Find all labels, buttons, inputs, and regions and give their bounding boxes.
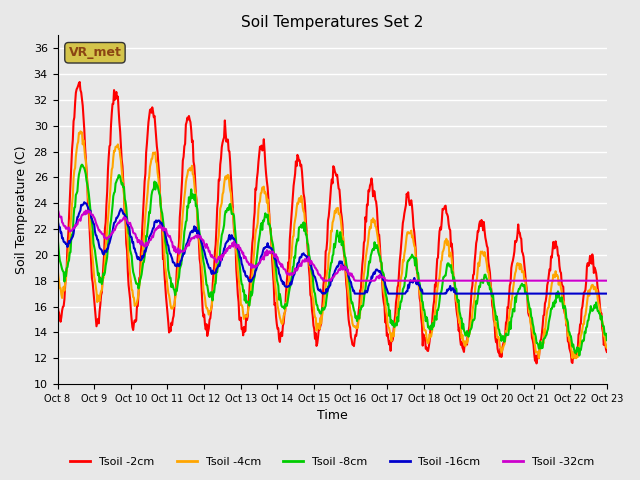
Tsoil -16cm (177, 258, 184, 264)
Tsoil -32cm (401, 278, 408, 284)
Tsoil -4cm (603, 345, 611, 350)
Tsoil -2cm (76, 79, 84, 85)
Tsoil -16cm (63, 244, 71, 250)
Tsoil -32cm (603, 278, 611, 284)
Tsoil -8cm (400, 285, 408, 291)
Tsoil -4cm (177, 239, 184, 245)
Tsoil -16cm (401, 291, 408, 297)
Y-axis label: Soil Temperature (C): Soil Temperature (C) (15, 145, 28, 274)
Tsoil -4cm (54, 265, 61, 271)
Tsoil -32cm (319, 278, 327, 284)
Tsoil -32cm (84, 208, 92, 214)
Tsoil -32cm (177, 247, 184, 253)
Tsoil -16cm (54, 217, 61, 223)
Tsoil -8cm (121, 196, 129, 202)
Tsoil -8cm (205, 294, 213, 300)
Tsoil -8cm (63, 264, 71, 270)
Tsoil -2cm (177, 204, 184, 210)
Tsoil -4cm (121, 204, 129, 210)
Tsoil -32cm (63, 226, 71, 232)
Tsoil -2cm (205, 317, 213, 323)
Tsoil -2cm (121, 213, 129, 218)
Tsoil -2cm (603, 349, 611, 355)
Tsoil -4cm (77, 129, 84, 134)
Tsoil -2cm (54, 300, 61, 305)
Tsoil -2cm (63, 243, 71, 249)
Tsoil -8cm (603, 337, 611, 343)
Tsoil -8cm (177, 264, 184, 269)
Tsoil -4cm (571, 355, 579, 361)
Tsoil -8cm (575, 353, 583, 359)
X-axis label: Time: Time (317, 409, 348, 422)
Tsoil -2cm (416, 295, 424, 301)
Line: Tsoil -4cm: Tsoil -4cm (58, 132, 607, 358)
Tsoil -4cm (400, 258, 408, 264)
Line: Tsoil -16cm: Tsoil -16cm (58, 202, 607, 294)
Tsoil -8cm (54, 233, 61, 239)
Tsoil -2cm (400, 216, 408, 222)
Tsoil -16cm (205, 265, 213, 271)
Legend: Tsoil -2cm, Tsoil -4cm, Tsoil -8cm, Tsoil -16cm, Tsoil -32cm: Tsoil -2cm, Tsoil -4cm, Tsoil -8cm, Tsoi… (66, 452, 598, 471)
Title: Soil Temperatures Set 2: Soil Temperatures Set 2 (241, 15, 424, 30)
Tsoil -4cm (63, 259, 71, 265)
Tsoil -8cm (78, 162, 86, 168)
Text: VR_met: VR_met (68, 46, 122, 59)
Tsoil -8cm (416, 281, 424, 287)
Tsoil -16cm (319, 291, 326, 297)
Tsoil -2cm (532, 360, 540, 366)
Tsoil -32cm (54, 209, 61, 215)
Tsoil -16cm (417, 286, 424, 292)
Tsoil -4cm (416, 290, 424, 296)
Tsoil -16cm (81, 199, 88, 205)
Line: Tsoil -2cm: Tsoil -2cm (58, 82, 607, 363)
Tsoil -32cm (205, 248, 213, 254)
Tsoil -16cm (603, 291, 611, 297)
Tsoil -4cm (205, 308, 213, 314)
Line: Tsoil -8cm: Tsoil -8cm (58, 165, 607, 356)
Tsoil -32cm (121, 215, 129, 221)
Tsoil -16cm (121, 212, 129, 217)
Tsoil -32cm (417, 278, 424, 284)
Line: Tsoil -32cm: Tsoil -32cm (58, 211, 607, 281)
